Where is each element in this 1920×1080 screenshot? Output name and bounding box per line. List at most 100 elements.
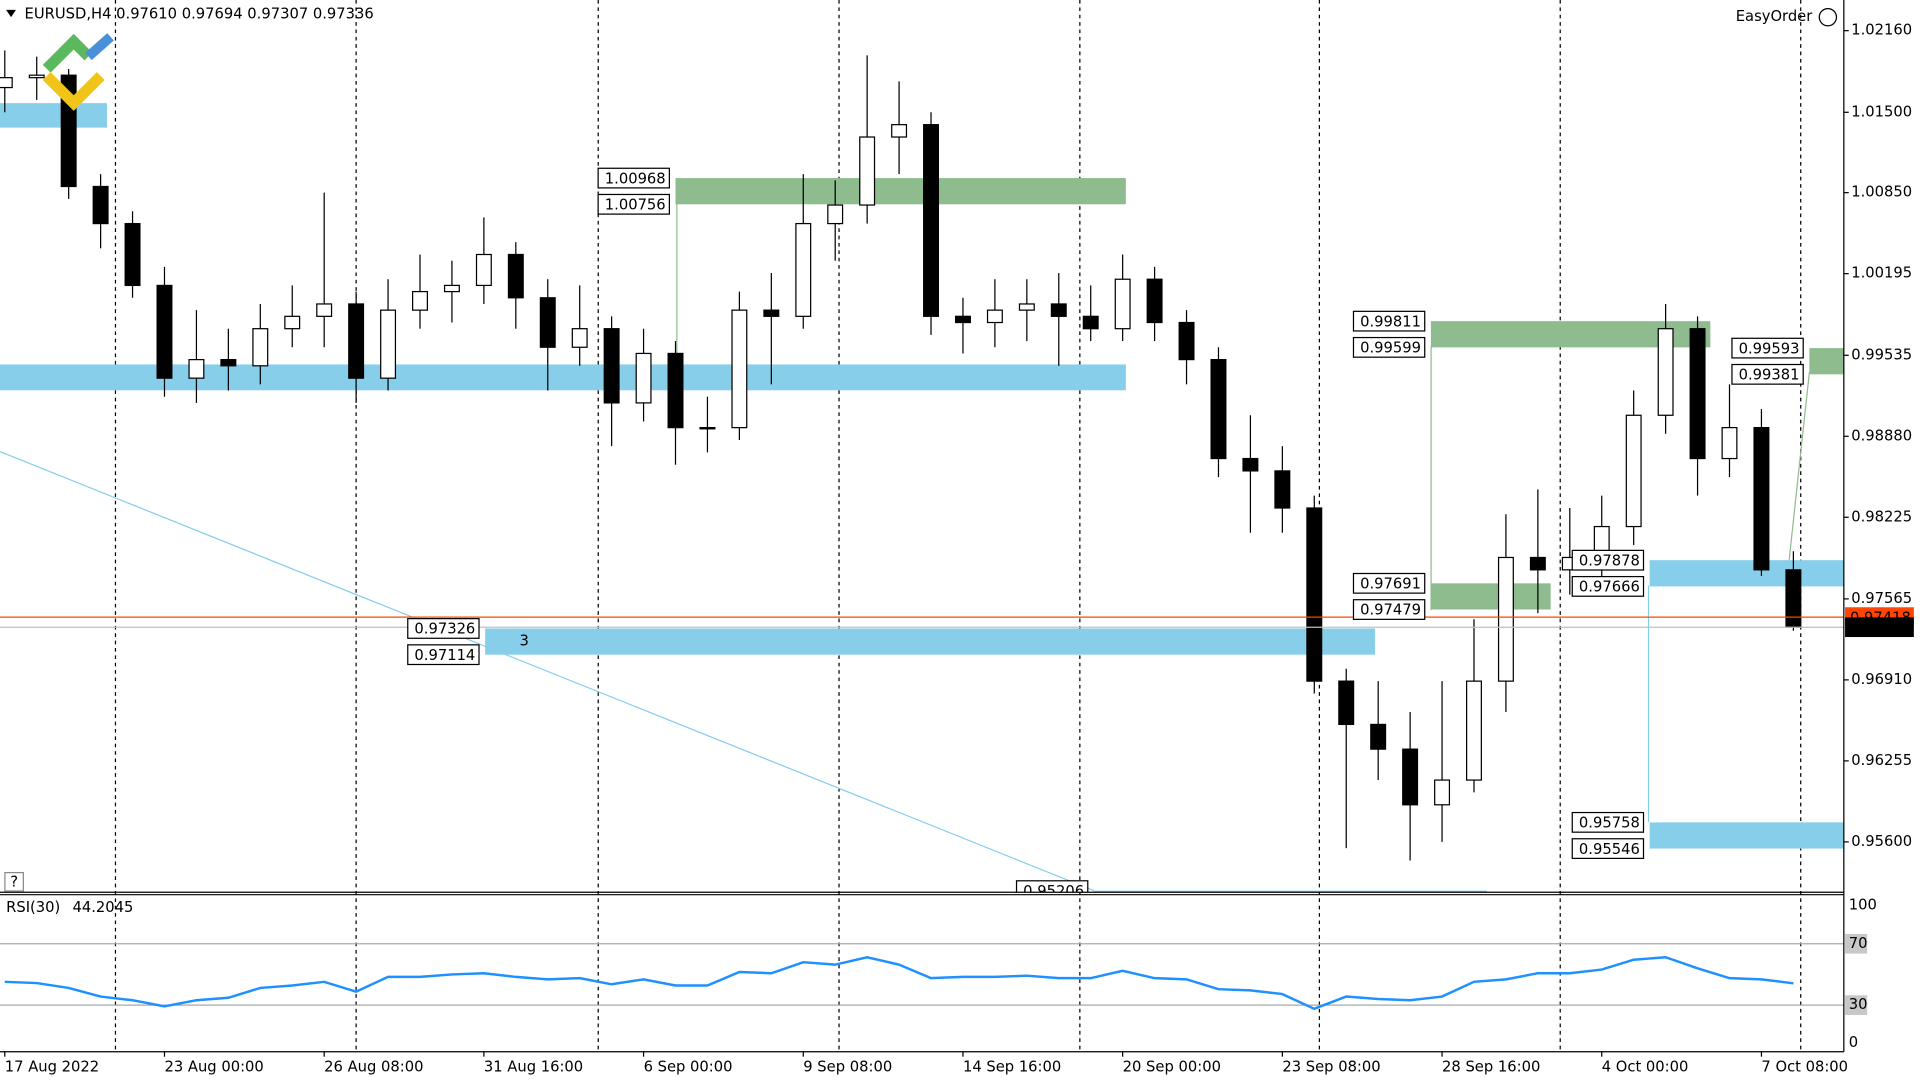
x-tick-label: 20 Sep 00:00 (1123, 1059, 1221, 1076)
candle-body (1018, 303, 1035, 311)
price-tag: 0.97326 (414, 621, 475, 638)
rsi-line (4, 956, 1794, 1011)
price-tag: 1.00968 (605, 170, 666, 187)
connector (1786, 371, 1811, 577)
rsi-panel (0, 943, 1844, 1011)
candle-body (156, 284, 173, 379)
y-tick-label: 0.96255 (1851, 752, 1912, 769)
candle-body (699, 427, 716, 430)
candle-body (859, 136, 876, 206)
candle-body (635, 352, 652, 404)
candle-body (348, 303, 365, 379)
y-tick-label: 1.02160 (1851, 22, 1912, 39)
y-tick-label: 1.01500 (1851, 103, 1912, 120)
y-tick-label: 1.00850 (1851, 184, 1912, 201)
zone-text: 3 (520, 633, 529, 650)
rsi-tick-label: 70 (1849, 935, 1868, 952)
candle-body (1370, 723, 1387, 750)
help-button[interactable] (4, 871, 24, 892)
rsi-tick-label: 100 (1849, 897, 1877, 914)
menu-arrow[interactable] (6, 9, 16, 18)
candle-body (1466, 680, 1482, 781)
x-tick-label: 23 Sep 08:00 (1282, 1059, 1380, 1076)
chart-header: EURUSD,H4 0.97610 0.97694 0.97307 0.9733… (25, 6, 374, 23)
zone (1649, 822, 1844, 849)
y-tick-label: 0.98225 (1851, 508, 1912, 525)
candle-body (603, 328, 620, 404)
x-tick-label: 17 Aug 2022 (5, 1059, 99, 1076)
candle-body (1050, 303, 1067, 317)
candle-body (284, 315, 301, 330)
candle-body (28, 74, 45, 79)
candle-body (316, 303, 333, 317)
price-tag-box (1731, 363, 1804, 385)
candle-body (124, 222, 141, 287)
price-tag-box (407, 644, 480, 666)
candle-body (443, 284, 460, 293)
candle-body (923, 124, 940, 317)
y-tick-label: 0.99535 (1851, 346, 1912, 363)
candle-body (1721, 427, 1738, 460)
rsi-tick-label: 30 (1849, 996, 1868, 1013)
price-tag-box (1571, 549, 1645, 571)
x-tick-label: 23 Aug 00:00 (164, 1059, 263, 1076)
price-tag-box (597, 193, 670, 215)
candle-body (1210, 358, 1227, 460)
price-tag: 0.95546 (1579, 841, 1640, 858)
help-label[interactable]: ? (10, 873, 18, 890)
candle-body (412, 290, 428, 311)
candle-body (0, 77, 13, 89)
easy-order-icon[interactable] (1818, 7, 1838, 27)
x-tick-label: 6 Sep 00:00 (644, 1059, 733, 1076)
zone (0, 364, 1126, 391)
candle-body (1178, 321, 1195, 361)
easy-order[interactable]: EasyOrder (1736, 8, 1814, 25)
price-tag-box (1571, 575, 1645, 597)
logo (42, 33, 114, 111)
x-tick-label: 26 Aug 08:00 (324, 1059, 423, 1076)
logo-mark (42, 72, 105, 111)
candle-body (1274, 470, 1291, 509)
rsi-tick-label: 0 (1849, 1034, 1858, 1051)
candle-body (1689, 328, 1706, 460)
candle-body (1338, 680, 1355, 726)
price-tag-box (407, 618, 480, 639)
candle-body (667, 352, 684, 429)
price-tag: 0.97479 (1360, 602, 1421, 619)
rsi-level-box (1845, 933, 1868, 954)
x-tick-label: 31 Aug 16:00 (484, 1059, 583, 1076)
candle-body (891, 124, 908, 138)
logo-mark (85, 33, 114, 61)
candle-body (1434, 779, 1451, 806)
price-tag: 0.95758 (1579, 815, 1640, 832)
rsi-level-box (1845, 995, 1868, 1015)
candle-body (1753, 427, 1770, 571)
price-tag-box (1352, 572, 1426, 594)
candle-body (1082, 315, 1099, 330)
y-tick-label: 0.95600 (1851, 833, 1912, 850)
price-tag-box (597, 167, 670, 189)
price-tag-box (1015, 880, 1089, 893)
price-tag: 1.00756 (605, 197, 666, 214)
candle-body (1242, 457, 1259, 472)
x-tick-label: 4 Oct 00:00 (1602, 1059, 1689, 1076)
zone (0, 103, 107, 128)
candle-body (571, 328, 588, 348)
candle-body (475, 253, 492, 287)
price-tag: 0.95206 (1023, 883, 1084, 900)
zone (485, 628, 1375, 655)
price-box (1845, 617, 1914, 638)
candle-body (731, 309, 748, 429)
price-tag-box (1571, 838, 1645, 860)
price-tag: 0.97878 (1579, 552, 1640, 569)
zone (1649, 560, 1844, 587)
y-tick-label: 0.98880 (1851, 427, 1912, 444)
price-tag: 0.97691 (1360, 576, 1421, 593)
candle-body (507, 253, 524, 299)
candle-body (1402, 748, 1419, 806)
candle-body (252, 328, 269, 367)
candle-body (795, 222, 812, 317)
candle-body (1497, 556, 1514, 682)
